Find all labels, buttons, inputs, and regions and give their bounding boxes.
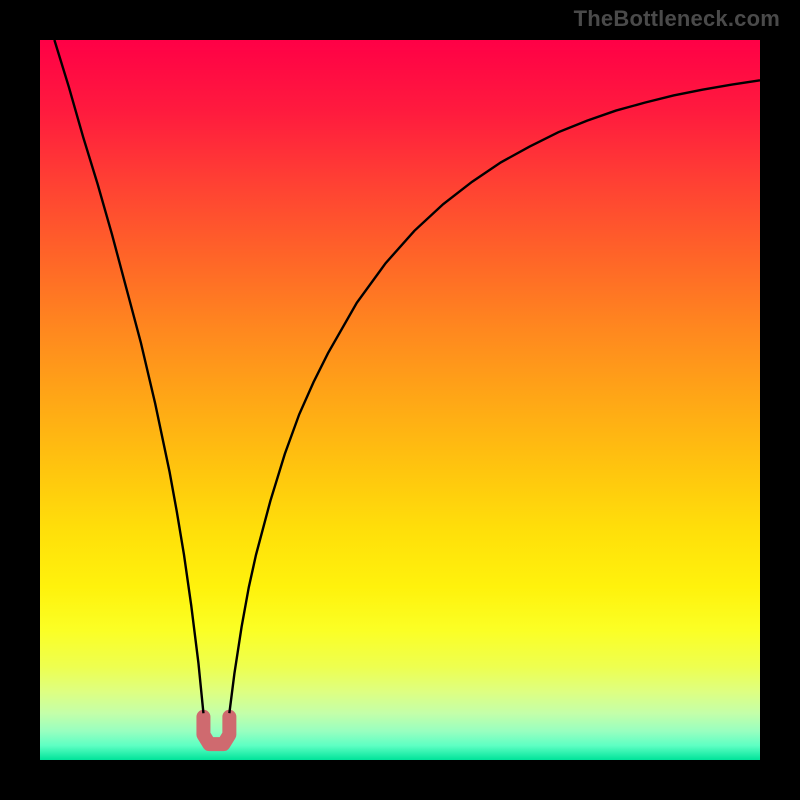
minimum-marker	[203, 717, 229, 744]
watermark-text: TheBottleneck.com	[574, 6, 780, 32]
curve-right-branch	[229, 80, 760, 713]
bottleneck-curve	[0, 0, 800, 800]
curve-left-branch	[54, 40, 203, 713]
